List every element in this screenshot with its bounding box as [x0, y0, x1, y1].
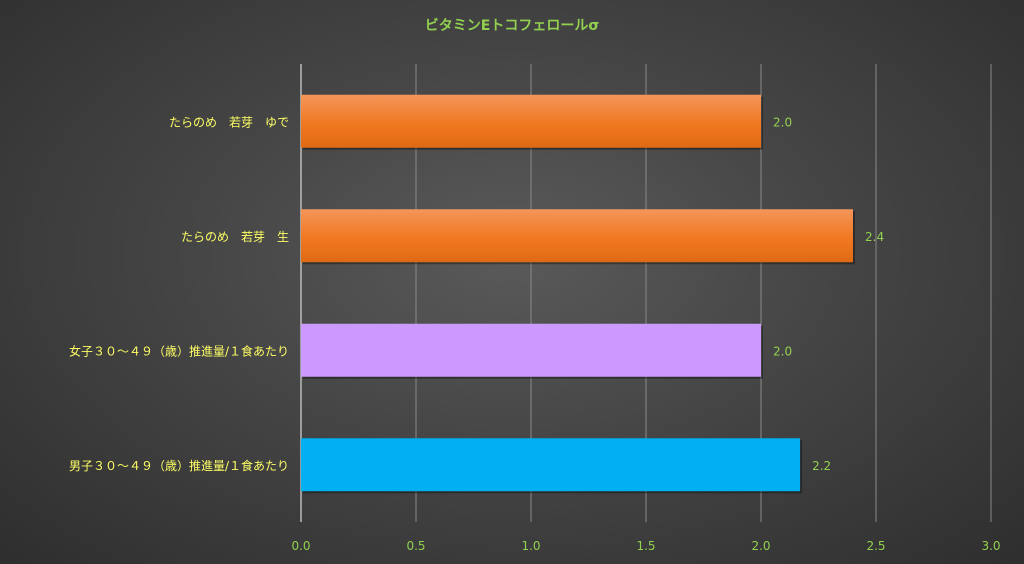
data-label: 2.4: [865, 230, 884, 244]
x-tick-label: 0.0: [291, 539, 310, 553]
category-label: たらのめ 若芽 ゆで: [169, 115, 289, 129]
chart-title: ビタミンEトコフェロールσ: [425, 18, 600, 34]
x-tick-label: 0.5: [406, 539, 425, 553]
bar: [301, 323, 761, 377]
x-tick-label: 2.0: [751, 539, 770, 553]
category-label: たらのめ 若芽 生: [181, 230, 289, 244]
x-tick-label: 3.0: [981, 539, 1000, 553]
bar: [301, 94, 761, 148]
category-label: 女子３０～４９（歳）推進量/１食あたり: [69, 343, 289, 358]
x-tick-label: 1.5: [636, 539, 655, 553]
category-label: 男子３０～４９（歳）推進量/１食あたり: [69, 458, 289, 473]
data-label: 2.0: [773, 115, 792, 129]
x-tick-label: 1.0: [521, 539, 540, 553]
bar: [301, 438, 801, 492]
data-label: 2.0: [773, 344, 792, 358]
x-tick-label: 2.5: [866, 539, 885, 553]
bar: [301, 209, 853, 263]
data-label: 2.2: [812, 459, 831, 473]
